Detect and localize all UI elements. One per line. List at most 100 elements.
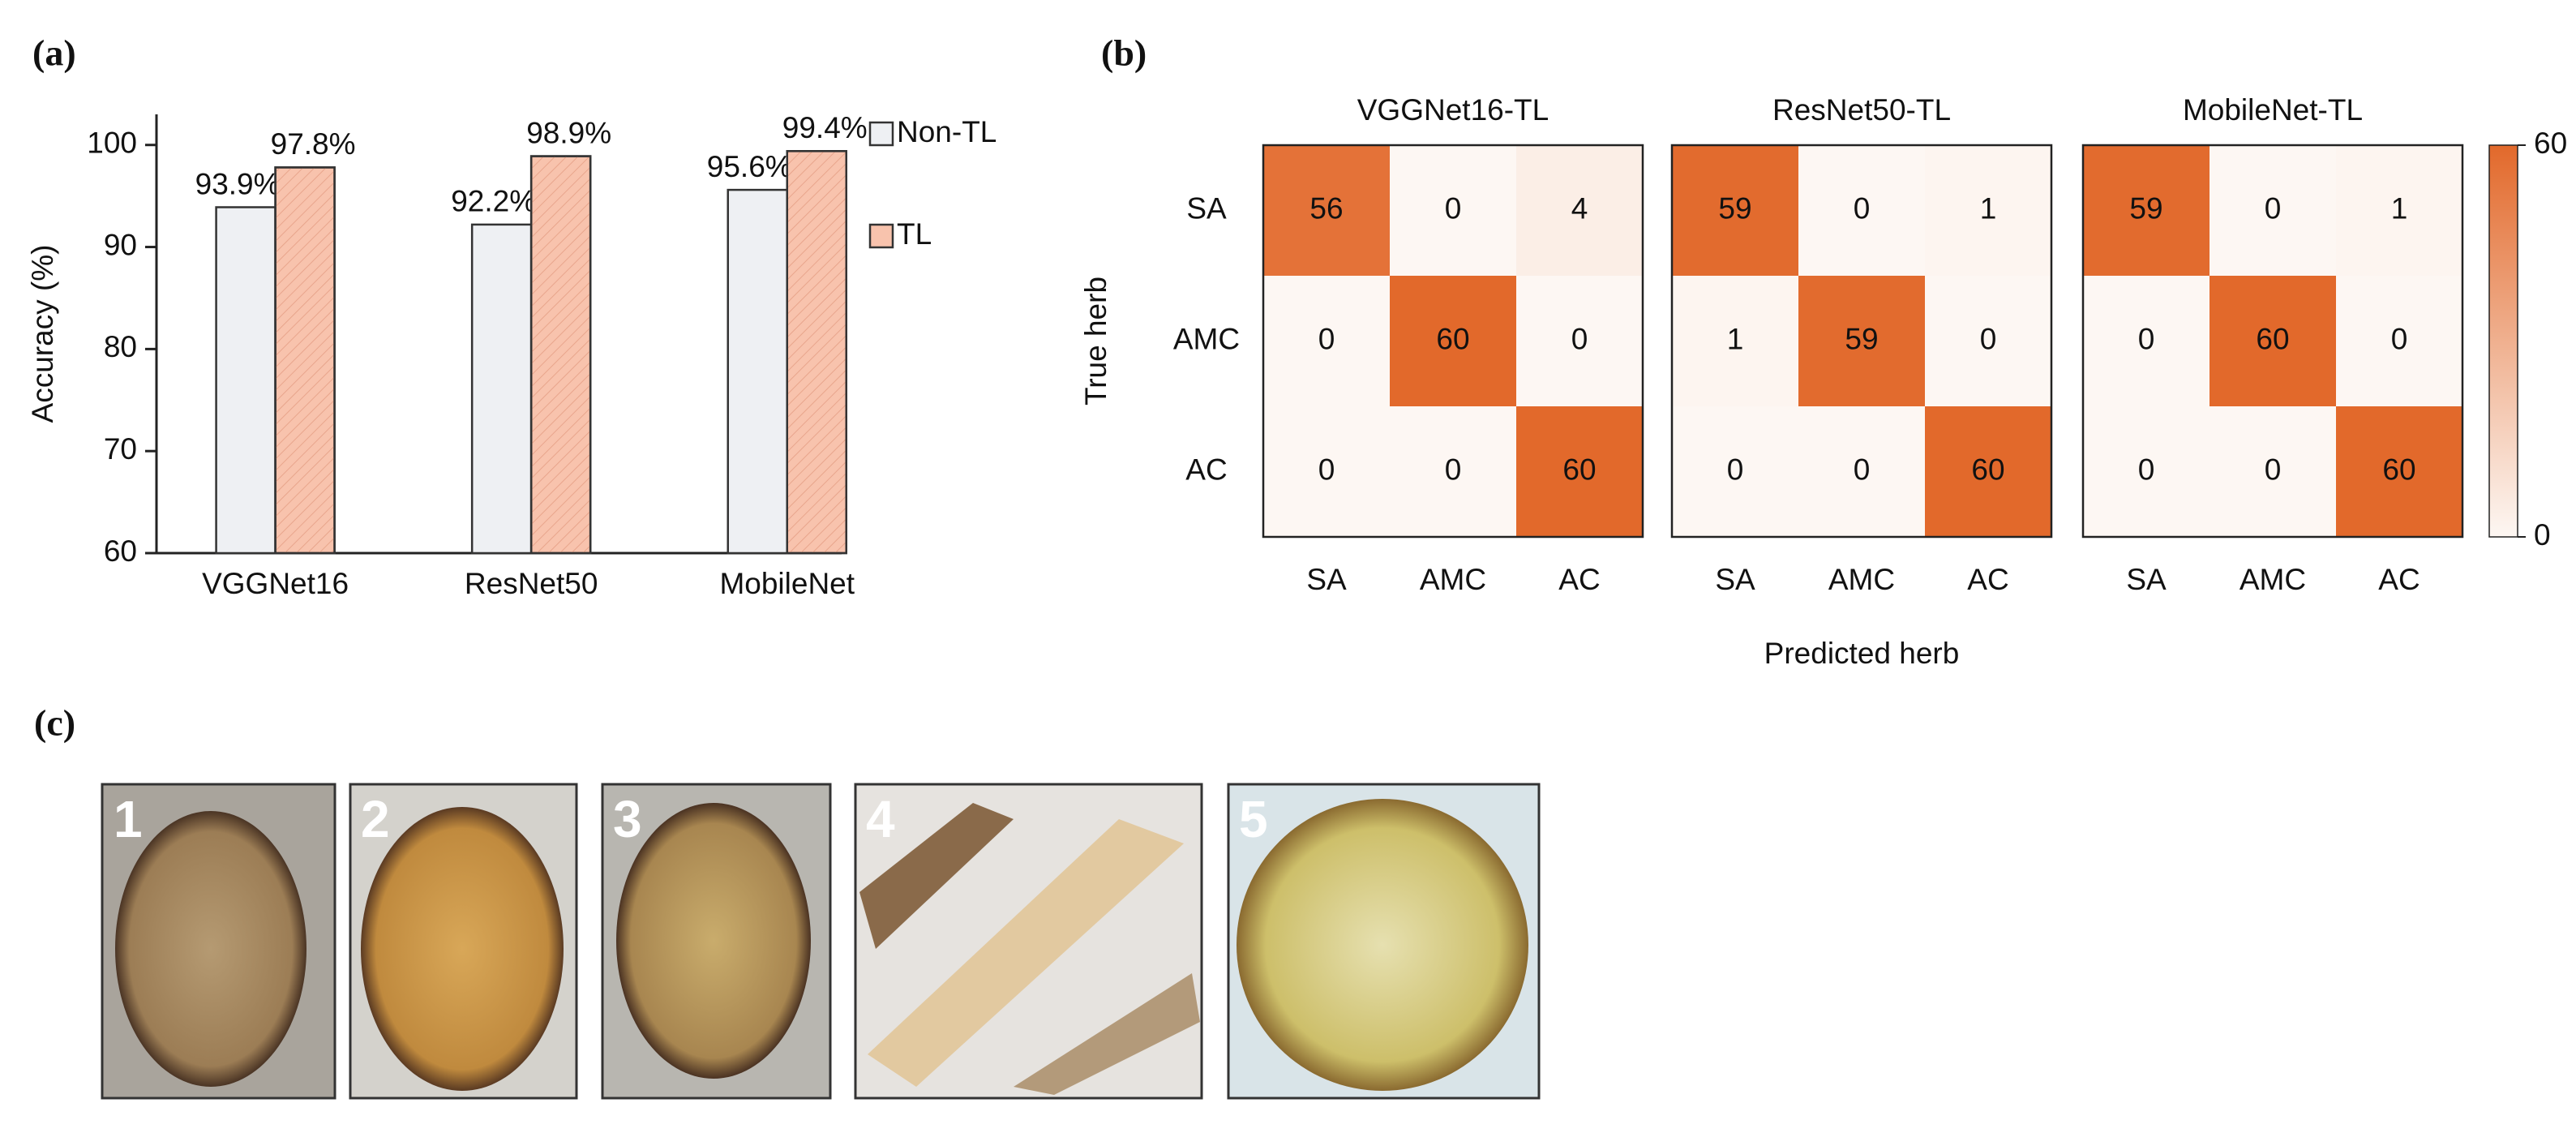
panel-label: (b)	[1101, 32, 1147, 74]
y-tick-label: 80	[104, 330, 137, 363]
cell-label: 0	[1318, 322, 1335, 355]
panel-label: (c)	[34, 702, 75, 744]
cell-label: 1	[2391, 191, 2408, 225]
bar-hatch	[529, 155, 592, 555]
photo-content	[859, 803, 1014, 949]
heatmap-cell	[1263, 406, 1390, 537]
cell-label: 60	[1436, 322, 1469, 355]
cell-label: 0	[1571, 322, 1588, 355]
heatmap-cell	[1925, 145, 2051, 276]
heatmap-cell	[1672, 406, 1798, 537]
cell-label: 0	[1318, 453, 1335, 486]
heatmap-frame	[2081, 144, 2464, 539]
heatmap-cell	[1390, 276, 1516, 406]
y-axis-label: True herb	[1079, 277, 1112, 406]
heatmap-cell	[2210, 145, 2336, 276]
heatmap-cell	[2083, 276, 2210, 406]
heatmap-cell	[2083, 406, 2210, 537]
cell-label: 0	[1980, 322, 1997, 355]
photo-number: 4	[866, 790, 895, 848]
cell-label: 59	[1718, 191, 1751, 225]
y-tick-label: SA	[1186, 191, 1227, 225]
heatmap-cell	[1263, 276, 1390, 406]
bar	[215, 206, 276, 555]
cell-label: 0	[2265, 191, 2282, 225]
colorbar	[2488, 144, 2518, 538]
legend-swatch	[868, 223, 894, 249]
y-tick-label: AC	[1185, 453, 1227, 486]
colorbar-tick-label: 0	[2534, 518, 2551, 551]
cell-label: 0	[2138, 453, 2155, 486]
heatmap-frame	[1262, 144, 1644, 539]
cell-label: 0	[2391, 322, 2408, 355]
cell-label: 0	[1854, 191, 1871, 225]
x-tick-label: AC	[2378, 563, 2420, 596]
y-tick-label: 70	[104, 432, 137, 466]
x-tick-label: SA	[1715, 563, 1755, 596]
heatmap-cell	[1672, 145, 1798, 276]
cell-label: 60	[2382, 453, 2415, 486]
photo-number: 3	[613, 790, 642, 848]
heatmap-cell	[1516, 406, 1643, 537]
cell-label: 1	[1727, 322, 1744, 355]
heatmap-cell	[1798, 406, 1925, 537]
bar	[727, 188, 789, 555]
colorbar-tick-label: 60	[2534, 127, 2567, 160]
photos: 1 2 3 4 5	[101, 783, 1541, 1100]
heatmap-cell	[2210, 276, 2336, 406]
cell-label: 0	[2138, 322, 2155, 355]
photo-number: 1	[114, 790, 143, 848]
photo-content	[616, 803, 811, 1079]
x-tick-label: AMC	[1828, 563, 1895, 596]
x-tick-label: ResNet50	[465, 567, 598, 600]
legend-swatch	[868, 121, 894, 147]
heatmap-title: MobileNet-TL	[2183, 93, 2363, 127]
photo-content	[1014, 973, 1200, 1095]
x-tick-label: VGGNet16	[202, 567, 349, 600]
cell-label: 59	[2129, 191, 2162, 225]
cell-label: 59	[1845, 322, 1878, 355]
x-tick-label: AMC	[2240, 563, 2306, 596]
cell-label: 1	[1980, 191, 1997, 225]
cell-label: 0	[1854, 453, 1871, 486]
y-tick-label: 100	[87, 127, 137, 160]
heatmap-frame	[1670, 144, 2053, 539]
cell-label: 56	[1309, 191, 1343, 225]
bar-hatch	[786, 150, 848, 555]
cell-label: 60	[1971, 453, 2004, 486]
cell-label: 0	[1445, 191, 1462, 225]
heatmap-cell	[1925, 276, 2051, 406]
x-tick-label: SA	[2126, 563, 2167, 596]
value-label: 99.4%	[782, 111, 868, 144]
legend-label: Non-TL	[897, 115, 997, 148]
heatmap-cell	[1263, 145, 1390, 276]
x-tick-label: MobileNet	[719, 567, 855, 600]
heatmap-cell	[1516, 145, 1643, 276]
heatmap-cell	[1798, 276, 1925, 406]
heatmap-cell	[2336, 145, 2462, 276]
heatmap-cell	[1390, 145, 1516, 276]
cell-label: 0	[2265, 453, 2282, 486]
heatmap-cell	[2336, 276, 2462, 406]
y-tick-label: 90	[104, 228, 137, 261]
cell-label: 60	[1562, 453, 1596, 486]
y-tick-label: AMC	[1173, 322, 1240, 355]
value-label: 92.2%	[451, 185, 536, 218]
photo-number: 5	[1239, 790, 1268, 848]
heatmap-cell	[2336, 406, 2462, 537]
heatmap-cell	[2210, 406, 2336, 537]
heatmap-title: VGGNet16-TL	[1357, 93, 1549, 127]
x-tick-label: AC	[1967, 563, 2008, 596]
x-tick-label: AMC	[1420, 563, 1486, 596]
heatmap-cell	[1672, 276, 1798, 406]
heatmap-cell	[1925, 406, 2051, 537]
heatmap-cell	[1798, 145, 1925, 276]
value-label: 97.8%	[271, 127, 356, 161]
cell-label: 60	[2256, 322, 2289, 355]
photo-content	[361, 807, 564, 1091]
value-label: 93.9%	[195, 167, 281, 200]
x-tick-label: AC	[1558, 563, 1600, 596]
photo-content	[1237, 799, 1528, 1091]
cell-label: 0	[1445, 453, 1462, 486]
